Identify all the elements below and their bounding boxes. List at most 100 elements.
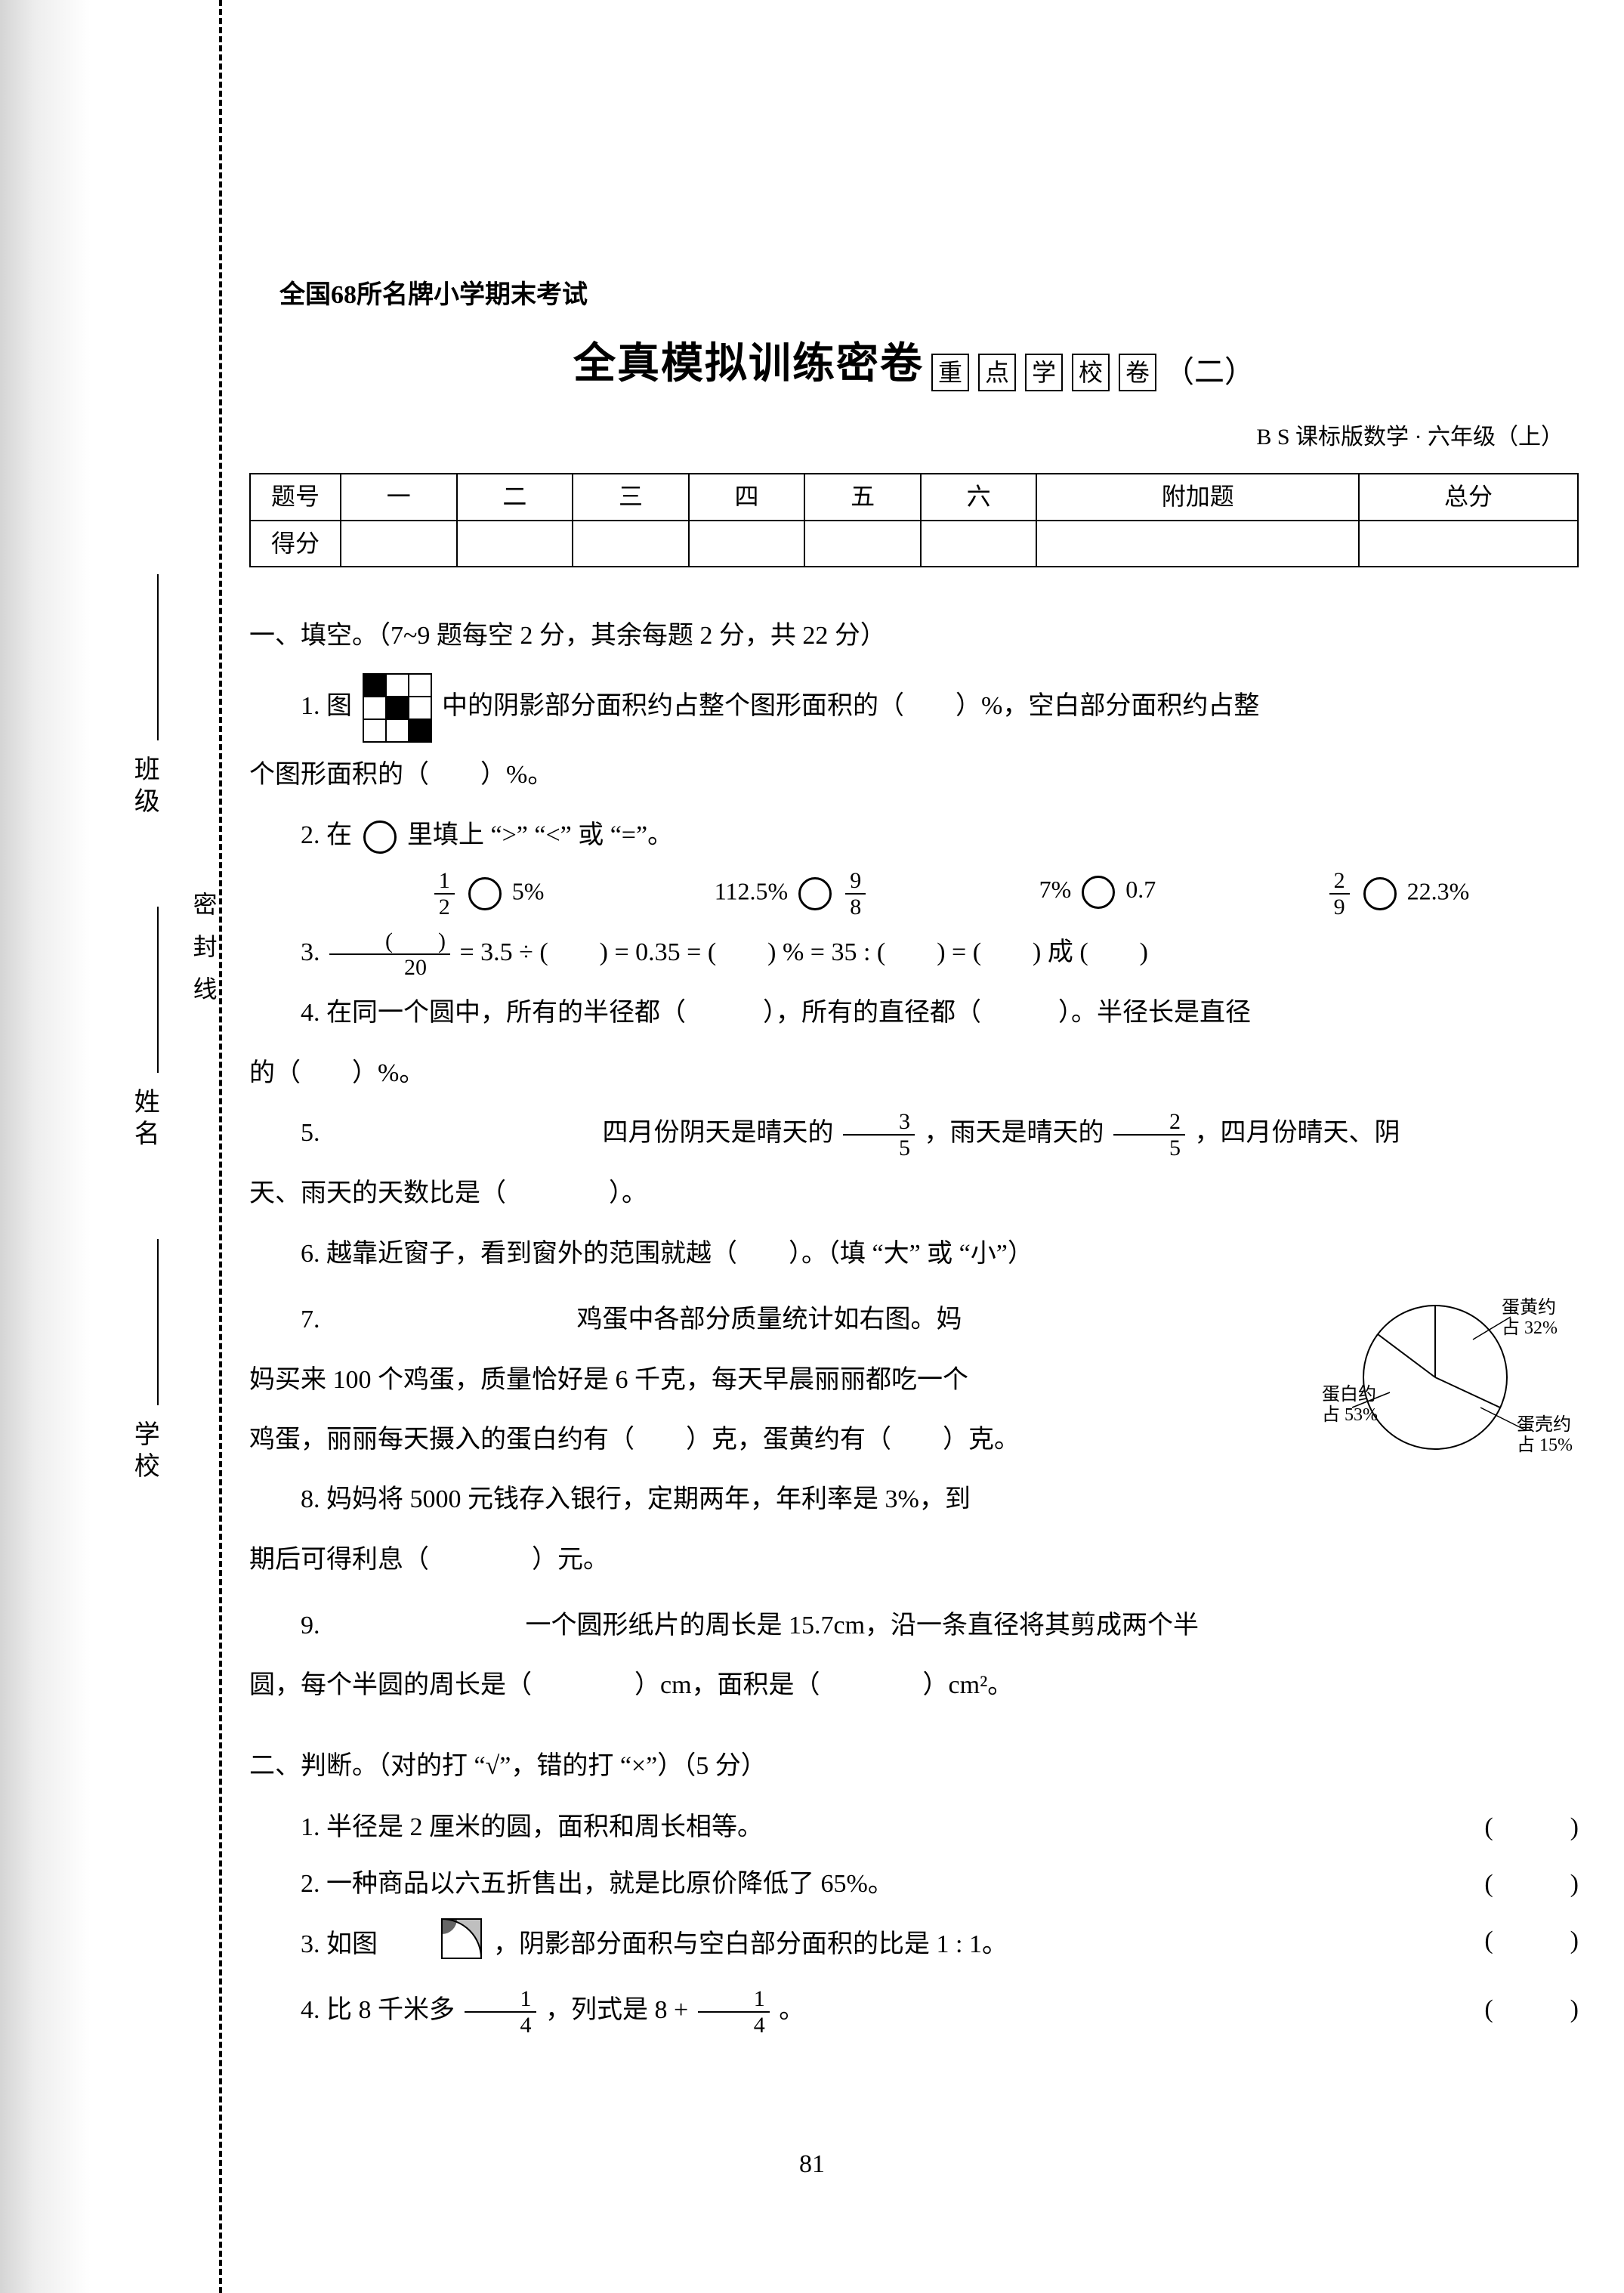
q1-text-a: 1. 图	[301, 692, 352, 720]
exam-title-row: 全真模拟训练密卷 重 点 学 校 卷 （二）	[249, 326, 1579, 402]
score-cell[interactable]	[1036, 521, 1358, 567]
col-head: 四	[689, 474, 805, 521]
q1-text-b: 中的阴影部分面积约占整个图形面积的（ ）%，空白部分面积约占整	[442, 692, 1259, 720]
exam-subtitle: B S 课标版数学 · 六年级（上）	[249, 417, 1564, 458]
exam-title-main: 全真模拟训练密卷	[573, 339, 924, 387]
judge-blank[interactable]: ( )	[1465, 1918, 1579, 1975]
section-2-head: 二、判断。（对的打 “√”，错的打 “×”）（5 分）	[249, 1743, 1579, 1789]
side-column: 学校 姓名 班级 密 封 线	[76, 0, 211, 2293]
q2-left: 112.5%	[715, 877, 788, 904]
q2-right: 22.3%	[1407, 877, 1470, 904]
pie-label-white-pct: 占 53%	[1322, 1405, 1378, 1425]
circle-blank-icon[interactable]	[1082, 876, 1115, 909]
col-head: 附加题	[1036, 474, 1358, 521]
score-cell[interactable]	[341, 521, 457, 567]
frac-num: 1	[465, 1986, 536, 2013]
judge-item: 4. 比 8 千米多 14 ，列式是 8 + 14 。 ( )	[249, 1986, 1579, 2038]
score-cell[interactable]	[804, 521, 921, 567]
q7-block: 蛋黄约 占 32% 蛋壳约 占 15% 蛋白约 占 53% 7. 鸡蛋中各部分质…	[249, 1287, 1579, 1593]
col-head: 六	[921, 474, 1037, 521]
col-head: 二	[457, 474, 573, 521]
q2-head: 2. 在	[301, 821, 352, 849]
score-cell[interactable]	[573, 521, 689, 567]
circle-blank-icon[interactable]	[468, 877, 502, 910]
q2: 2. 在 里填上 “>” “<” 或 “=”。	[249, 808, 1579, 862]
circle-blank-icon[interactable]	[798, 877, 832, 910]
judge-item: 2. 一种商品以六五折售出，就是比原价降低了 65%。 ( )	[249, 1861, 1579, 1907]
q2-item: 112.5% 98	[715, 868, 869, 919]
q2-right: 0.7	[1125, 876, 1156, 903]
q4-cont: 的（ ）%。	[249, 1046, 1579, 1100]
col-head: 总分	[1359, 474, 1578, 521]
q8b: 期后可得利息（ ）元。	[249, 1533, 1579, 1587]
judge-blank[interactable]: ( )	[1465, 1861, 1579, 1907]
section-1-head: 一、填空。（7~9 题每空 2 分，其余每题 2 分，共 22 分）	[249, 613, 1579, 659]
frac-num: 9	[845, 868, 866, 895]
col-head: 三	[573, 474, 689, 521]
exam-title-boxed: 重 点 学 校 卷	[930, 356, 1164, 383]
table-row: 得分	[250, 521, 1578, 567]
frac-den: 5	[843, 1136, 915, 1160]
frac-den: 4	[698, 2013, 770, 2038]
q5-c: ，四月份晴天、阴	[1195, 1119, 1400, 1147]
frac-num: 2	[1329, 868, 1350, 895]
frac-num: ( )	[329, 929, 450, 955]
judge-text: 4. 比 8 千米多 14 ，列式是 8 + 14 。	[249, 1986, 1465, 2038]
side-blank-line-school	[157, 1239, 159, 1405]
frac-num: 3	[843, 1109, 915, 1136]
frac-den: 5	[1113, 1136, 1185, 1160]
q5: 5. 四月份阴天是晴天的 35 ，雨天是晴天的 25 ，四月份晴天、阴	[249, 1106, 1579, 1160]
pie-label-shell-pct: 占 15%	[1517, 1435, 1573, 1455]
pie-label-yolk-pct: 占 32%	[1502, 1318, 1558, 1338]
title-boxed-char: 学	[1025, 354, 1063, 391]
frac-den: 8	[845, 895, 866, 919]
q1: 1. 图 中的阴影部分面积约占整个图形面积的（ ）%，空白部分面积约占整	[249, 674, 1579, 742]
title-boxed-char: 点	[978, 354, 1016, 391]
frac-num: 1	[698, 1986, 770, 2013]
q2-tail: 里填上 “>” “<” 或 “=”。	[407, 821, 673, 849]
q3-a: 3.	[301, 938, 326, 966]
circle-blank-icon[interactable]	[1363, 877, 1397, 910]
score-cell[interactable]	[1359, 521, 1578, 567]
row-label: 得分	[250, 521, 341, 567]
judge-text: 1. 半径是 2 厘米的圆，面积和周长相等。	[249, 1804, 1465, 1850]
frac-den: 9	[1329, 895, 1350, 919]
row-label: 题号	[250, 474, 341, 521]
judge-item: 3. 如图 ，阴影部分面积与空白部分面积的比是 1 : 1。 ( )	[249, 1918, 1579, 1975]
side-label-name: 姓名	[121, 1088, 167, 1151]
q6: 6. 越靠近窗子，看到窗外的范围就越（ ）。（填 “大” 或 “小”）	[249, 1227, 1579, 1281]
q2-item: 7% 0.7	[1039, 868, 1156, 919]
score-cell[interactable]	[689, 521, 805, 567]
q9a: 9. 一个圆形纸片的周长是 15.7cm，沿一条直径将其剪成两个半	[249, 1599, 1579, 1652]
side-blank-line-name	[157, 907, 159, 1073]
exam-title-suffix: （二）	[1164, 355, 1255, 389]
col-head: 一	[341, 474, 457, 521]
title-boxed-char: 校	[1072, 354, 1110, 391]
q2-item: 12 5%	[431, 868, 545, 919]
side-blank-line-class	[157, 574, 159, 740]
q1-cont: 个图形面积的（ ）%。	[249, 748, 1579, 802]
judge-blank[interactable]: ( )	[1465, 1986, 1579, 2038]
frac-num: 1	[434, 868, 455, 895]
side-label-school: 学校	[121, 1420, 167, 1484]
judge-post: 。	[779, 1995, 804, 2023]
judge-item: 1. 半径是 2 厘米的圆，面积和周长相等。 ( )	[249, 1804, 1579, 1850]
q5-b: ，雨天是晴天的	[925, 1119, 1104, 1147]
circle-blank-icon[interactable]	[363, 820, 397, 854]
title-boxed-char: 重	[931, 354, 969, 391]
side-label-seal: 密 封 线	[181, 892, 225, 1006]
q4: 4. 在同一个圆中，所有的半径都（ ），所有的直径都（ ）。半径长是直径	[249, 986, 1579, 1040]
q2-right: 5%	[512, 877, 545, 904]
judge-blank[interactable]: ( )	[1465, 1804, 1579, 1850]
egg-pie-chart: 蛋黄约 占 32% 蛋壳约 占 15% 蛋白约 占 53%	[1322, 1287, 1579, 1490]
q5-cont: 天、雨天的天数比是（ ）。	[249, 1167, 1579, 1220]
frac-num: 2	[1113, 1109, 1185, 1136]
judge-mid: ，列式是 8 +	[545, 1995, 695, 2023]
q3-b: = 3.5 ÷ ( ) = 0.35 = ( ) % = 35 : ( ) = …	[459, 938, 1148, 966]
quarter-circle-icon	[389, 1918, 483, 1975]
frac-den: 20	[329, 955, 450, 980]
judge-pre: 4. 比 8 千米多	[301, 1995, 455, 2023]
exam-series-label: 全国68所名牌小学期末考试	[279, 272, 1579, 318]
score-cell[interactable]	[921, 521, 1037, 567]
score-cell[interactable]	[457, 521, 573, 567]
